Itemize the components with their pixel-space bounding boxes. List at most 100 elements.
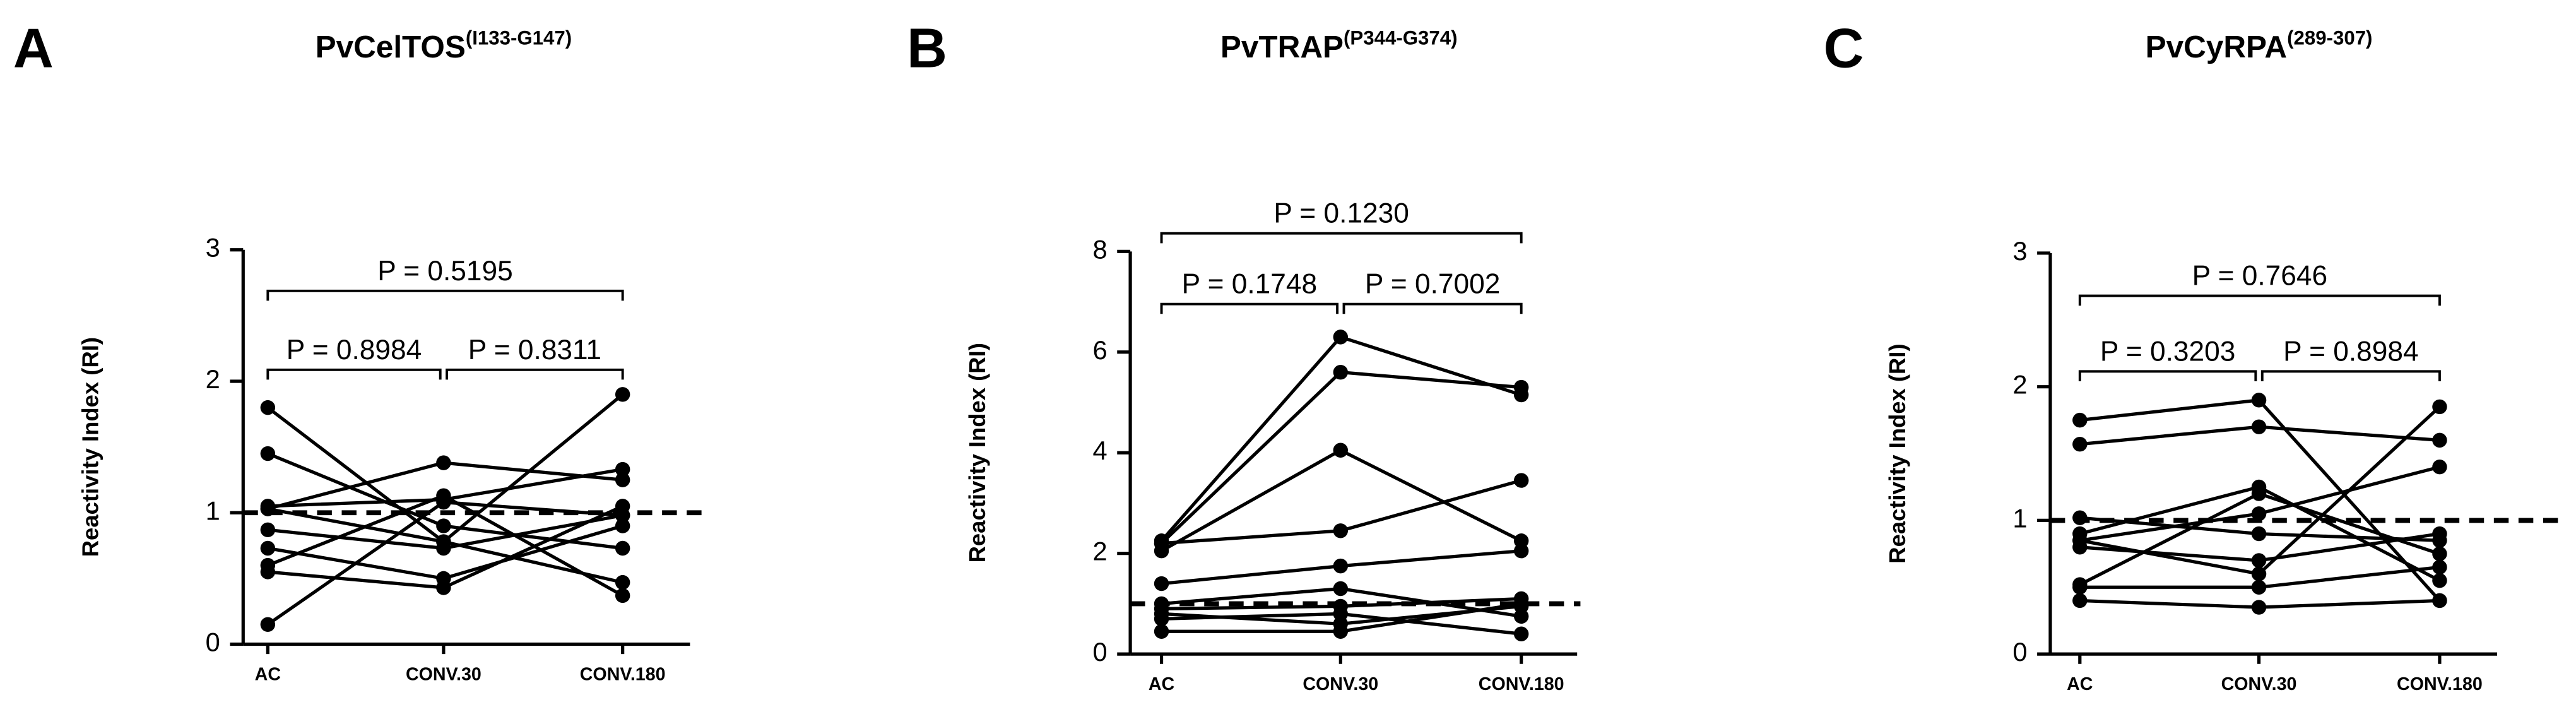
data-point	[2432, 526, 2447, 542]
y-tick-label: 2	[1092, 537, 1107, 566]
data-point	[1154, 611, 1169, 627]
x-tick-label: AC	[2067, 674, 2093, 694]
data-point	[2432, 593, 2447, 609]
data-point	[2072, 593, 2088, 609]
title-superscript: (I133-G147)	[466, 27, 572, 49]
panel: C PvCyRPA(289-307) Reactivity Index (RI) 0 1…	[1824, 17, 2567, 694]
p-value-label: P = 0.5195	[377, 256, 513, 287]
data-point	[615, 574, 630, 590]
p-value-label: P = 0.1748	[1182, 269, 1318, 300]
y-tick-label: 2	[2012, 370, 2027, 400]
data-point	[2072, 437, 2088, 452]
y-tick-label: 3	[2012, 236, 2027, 266]
data-point	[1333, 606, 1349, 622]
data-point	[2432, 399, 2447, 415]
chart-title: PvCelTOS(I133-G147)	[316, 27, 572, 64]
data-point	[1333, 523, 1349, 538]
data-point	[2432, 432, 2447, 448]
comparison-bracket	[2078, 370, 2257, 381]
y-tick-label: 3	[206, 233, 220, 263]
x-tick-label: CONV.180	[2397, 674, 2483, 694]
x-tick-label: CONV.30	[1303, 674, 1378, 694]
data-point	[2072, 579, 2088, 595]
data-point	[1333, 581, 1349, 597]
data-point	[436, 494, 451, 510]
data-point	[615, 387, 630, 402]
data-point	[2072, 412, 2088, 428]
panel: B PvTRAP(P344-G374) Reactivity Index (RI) 0…	[907, 17, 1581, 694]
data-point	[436, 534, 451, 549]
y-tick-label: 8	[1092, 234, 1107, 264]
subject-line	[1160, 370, 1521, 545]
title-main: PvCelTOS	[316, 30, 466, 64]
chart-title: PvTRAP(P344-G374)	[1220, 27, 1458, 64]
p-value-label: P = 0.8311	[468, 335, 601, 365]
comparison-bracket	[446, 368, 624, 380]
data-point	[260, 540, 276, 556]
data-point	[260, 564, 276, 579]
data-point	[1333, 624, 1349, 639]
x-tick-label: CONV.30	[2221, 674, 2297, 694]
data-point	[1513, 543, 1529, 559]
data-point	[615, 540, 630, 556]
data-point	[260, 446, 276, 461]
x-tick-label: AC	[255, 665, 281, 685]
y-tick-label: 4	[1092, 436, 1107, 465]
x-tick-label: AC	[1149, 674, 1174, 694]
data-point	[1513, 379, 1529, 395]
panel-letter: A	[13, 17, 54, 80]
data-point	[1154, 624, 1169, 639]
data-point	[615, 508, 630, 523]
data-point	[2251, 553, 2267, 568]
p-value-label: P = 0.1230	[1273, 198, 1409, 229]
data-point	[260, 501, 276, 516]
data-point	[260, 617, 276, 633]
data-point	[615, 588, 630, 603]
data-point	[615, 472, 630, 487]
data-point	[2432, 460, 2447, 475]
y-tick-label: 0	[206, 627, 220, 657]
data-point	[2251, 419, 2267, 434]
data-point	[2072, 510, 2088, 525]
data-point	[1154, 536, 1169, 551]
panel-letter: C	[1824, 17, 1864, 80]
comparison-bracket	[266, 368, 442, 380]
comparison-bracket	[266, 289, 624, 301]
y-tick-label: 0	[2012, 637, 2027, 667]
title-superscript: (P344-G374)	[1344, 27, 1457, 49]
title-superscript: (289-307)	[2287, 27, 2372, 49]
y-axis-label: Reactivity Index (RI)	[964, 343, 990, 562]
panel-letter: B	[907, 17, 947, 80]
data-point	[615, 518, 630, 533]
comparison-bracket	[2260, 370, 2441, 381]
data-point	[2251, 506, 2267, 521]
panel: A PvCelTOS(I133-G147) Reactivity Index (RI…	[13, 17, 704, 685]
y-tick-label: 0	[1092, 637, 1107, 667]
data-point	[436, 455, 451, 470]
y-tick-label: 2	[206, 364, 220, 394]
title-main: PvTRAP	[1220, 30, 1344, 64]
data-point	[1333, 558, 1349, 574]
chart-title: PvCyRPA(289-307)	[2146, 27, 2373, 64]
data-point	[2251, 566, 2267, 581]
title-main: PvCyRPA	[2146, 30, 2287, 64]
p-value-label: P = 0.3203	[2100, 336, 2235, 367]
p-value-label: P = 0.8984	[2283, 336, 2418, 367]
data-point	[1513, 626, 1529, 641]
p-value-label: P = 0.8984	[287, 335, 422, 365]
data-point	[1333, 364, 1349, 380]
x-tick-label: CONV.30	[406, 665, 482, 685]
p-value-label: P = 0.7002	[1365, 269, 1501, 300]
data-point	[1513, 473, 1529, 488]
comparison-bracket	[1342, 302, 1523, 314]
data-point	[2072, 533, 2088, 548]
comparison-bracket	[1160, 232, 1523, 244]
data-point	[260, 522, 276, 538]
data-point	[2251, 486, 2267, 501]
x-tick-label: CONV.180	[1479, 674, 1564, 694]
data-point	[2251, 600, 2267, 615]
y-tick-label: 1	[2012, 503, 2027, 533]
data-point	[1513, 596, 1529, 612]
y-tick-label: 6	[1092, 335, 1107, 365]
